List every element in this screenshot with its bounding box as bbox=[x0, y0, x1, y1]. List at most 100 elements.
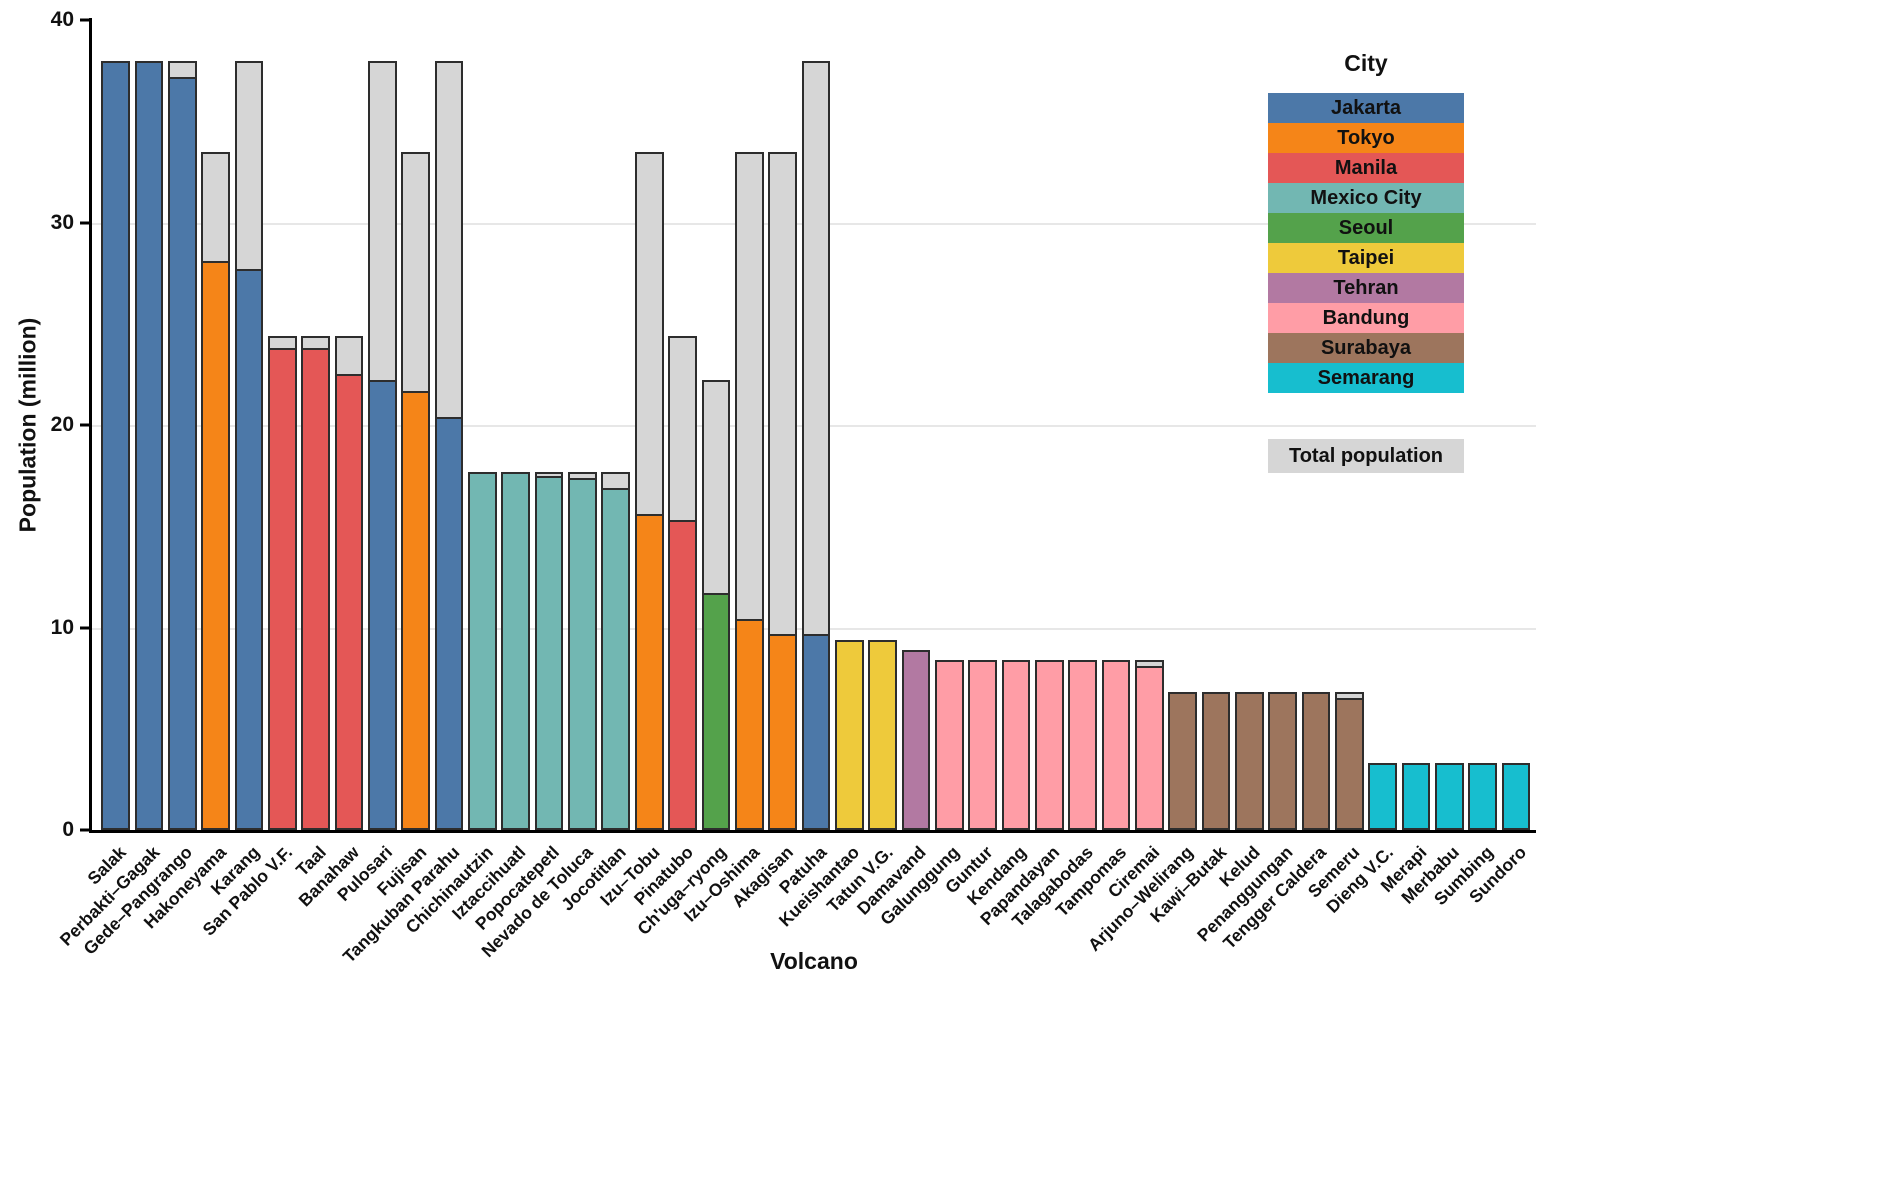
bar-slot: Izu–Tobu bbox=[596, 20, 666, 910]
legend-entry-surabaya: Surabaya bbox=[1268, 333, 1464, 363]
city-population-bar bbox=[1401, 763, 1431, 830]
y-tick-label-30: 30 bbox=[50, 210, 74, 234]
legend-entry-seoul: Seoul bbox=[1268, 213, 1464, 243]
bar-slot: Tangkuban Parahu bbox=[339, 20, 465, 967]
bar-slot: Izu–Oshima bbox=[680, 20, 766, 926]
bar-slot: Kawi–Butak bbox=[1146, 20, 1232, 926]
y-tick-0 bbox=[80, 828, 89, 832]
legend-title: City bbox=[1344, 50, 1388, 76]
legend-entry-manila: Manila bbox=[1268, 153, 1464, 183]
bar-slot: Patuha bbox=[775, 20, 832, 897]
city-population-bar bbox=[734, 619, 764, 830]
city-population-bar bbox=[1335, 698, 1364, 830]
city-population-bar bbox=[1435, 763, 1464, 830]
city-population-bar bbox=[1301, 692, 1331, 830]
bar-slot: Ch'uga–ryong bbox=[633, 20, 732, 939]
city-population-bar bbox=[968, 659, 997, 830]
y-tick-40 bbox=[80, 18, 89, 22]
city-population-bar bbox=[1034, 659, 1064, 830]
bar-slot: San Pablo V.F. bbox=[199, 20, 299, 940]
city-population-bar bbox=[801, 633, 831, 830]
city-population-bar bbox=[834, 639, 864, 830]
bar-slot: Taal bbox=[292, 20, 332, 880]
legend-entry-mexico-city: Mexico City bbox=[1268, 183, 1464, 213]
city-population-bar bbox=[1168, 692, 1197, 830]
city-population-bar bbox=[401, 390, 431, 830]
city-population-bar bbox=[234, 269, 264, 830]
city-population-bar bbox=[134, 60, 164, 830]
bar-slot: Tampomas bbox=[1052, 20, 1132, 921]
bar-slot: Nevado de Toluca bbox=[478, 20, 599, 961]
bar-slot: Sundoro bbox=[1465, 20, 1532, 907]
city-population-bar bbox=[868, 639, 897, 830]
y-axis-line bbox=[89, 18, 92, 833]
legend: City Jakarta Tokyo Manila Mexico City Seoul T… bbox=[1268, 50, 1464, 473]
y-tick-label-0: 0 bbox=[62, 818, 74, 841]
bar-slot: Ciremai bbox=[1104, 20, 1166, 902]
city-population-bar bbox=[1468, 763, 1498, 830]
bar-slot: Salak bbox=[83, 20, 132, 888]
city-population-bar bbox=[1368, 763, 1398, 830]
bar-slot: Merbabu bbox=[1398, 20, 1466, 908]
city-population-bar bbox=[601, 487, 631, 830]
city-population-bar bbox=[434, 416, 464, 830]
bar-slot: Kelud bbox=[1215, 20, 1266, 891]
city-population-bar bbox=[201, 260, 231, 830]
city-population-bar bbox=[634, 514, 664, 830]
city-population-bar bbox=[168, 76, 197, 830]
city-population-bar bbox=[1101, 659, 1131, 830]
city-population-bar bbox=[268, 348, 297, 830]
bar-slot: Pinatubo bbox=[630, 20, 699, 909]
bar-slot: Popocatepetl bbox=[471, 20, 565, 934]
city-population-bar bbox=[1134, 665, 1164, 830]
bar-slot: Papandayan bbox=[976, 20, 1066, 929]
y-tick-30 bbox=[80, 221, 89, 224]
bar-slot: Sumbing bbox=[1430, 20, 1499, 909]
city-population-bar bbox=[568, 477, 597, 830]
city-population-bar bbox=[468, 471, 497, 830]
city-population-bar bbox=[668, 520, 697, 830]
bar-slot: Dieng V.C. bbox=[1322, 20, 1399, 917]
legend-entries: Jakarta Tokyo Manila Mexico City Seoul Taipei… bbox=[1268, 93, 1464, 393]
legend-entry-taipei: Taipei bbox=[1268, 243, 1464, 273]
legend-entry-semarang: Semarang bbox=[1268, 363, 1464, 393]
city-population-bar bbox=[534, 475, 564, 830]
city-population-bar bbox=[101, 60, 130, 830]
city-population-bar bbox=[701, 593, 731, 830]
bar-slot: Damavand bbox=[853, 20, 932, 919]
x-axis-title: Volcano bbox=[770, 948, 858, 974]
bar-slot: Kendang bbox=[963, 20, 1032, 909]
city-population-bar bbox=[1501, 763, 1531, 830]
city-population-bar bbox=[934, 659, 964, 830]
bar-slot: Jocotitlan bbox=[557, 20, 632, 915]
bar-slot: Pulosari bbox=[334, 20, 399, 905]
bar-slot: Semeru bbox=[1304, 20, 1366, 902]
bar-slot: Perbakti–Gagak bbox=[55, 20, 165, 950]
city-population-bar bbox=[368, 380, 397, 830]
bar-slot: Tatun V.G. bbox=[823, 20, 899, 916]
x-axis-line bbox=[89, 830, 1536, 833]
bar-slot: Arjuno–Welirang bbox=[1084, 20, 1199, 955]
bar-slot: Talagabodas bbox=[1008, 20, 1099, 931]
bar-slot: Hakoneyama bbox=[139, 20, 232, 932]
bars-container: Salak Perbakti–Gagak Gede–Pangrango Hakoney… bbox=[55, 20, 1533, 967]
y-tick-10 bbox=[80, 626, 89, 629]
city-population-bar bbox=[1001, 659, 1031, 830]
legend-total-population-swatch: Total population bbox=[1268, 439, 1464, 473]
city-population-bar bbox=[501, 471, 531, 830]
y-tick-label-20: 20 bbox=[50, 413, 74, 436]
legend-entry-tokyo: Tokyo bbox=[1268, 123, 1464, 153]
plot-area: Salak Perbakti–Gagak Gede–Pangrango Hakoney… bbox=[51, 8, 1536, 967]
legend-entry-jakarta: Jakarta bbox=[1268, 93, 1464, 123]
city-population-bar bbox=[301, 348, 331, 830]
bar-slot: Merapi bbox=[1376, 20, 1432, 896]
bar-slot: Tengger Caldera bbox=[1219, 20, 1332, 953]
city-population-bar bbox=[1201, 692, 1231, 830]
y-tick-label-10: 10 bbox=[50, 615, 74, 639]
city-population-bar bbox=[1235, 692, 1264, 830]
y-axis-title: Population (million) bbox=[14, 317, 41, 533]
bar-slot: Karang bbox=[206, 20, 265, 899]
city-population-bar bbox=[768, 633, 797, 830]
city-population-bar bbox=[1068, 659, 1097, 830]
bar-slot: Penanggungan bbox=[1193, 20, 1299, 946]
